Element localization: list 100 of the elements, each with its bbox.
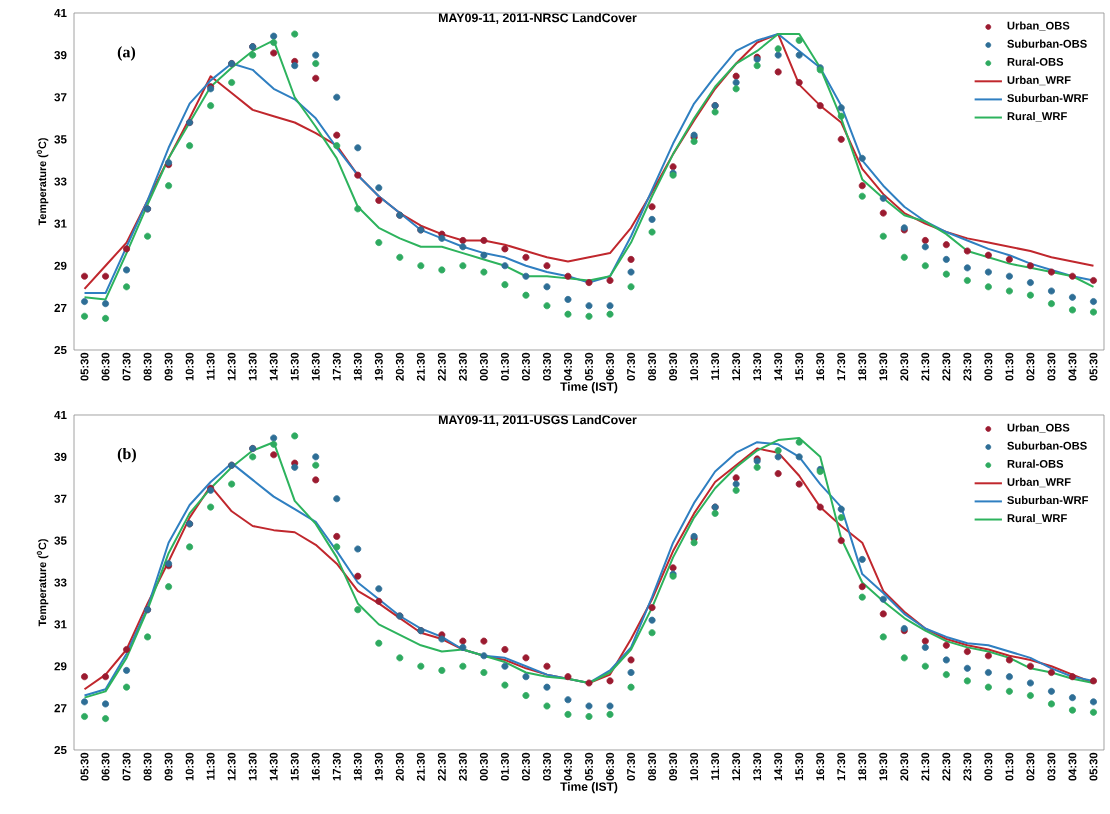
x-tick-label: 14:30 <box>269 352 278 381</box>
x-tick-label: 01:30 <box>500 752 509 781</box>
chart-title: MAY09-11, 2011-NRSC LandCover <box>438 13 637 25</box>
x-tick-label: 07:30 <box>122 352 131 381</box>
y-axis-title: Temperature ($^{0}$C) <box>36 539 49 627</box>
y-tick-label: 35 <box>54 135 67 144</box>
x-tick-label: 03:30 <box>542 352 551 381</box>
y-tick-label: 27 <box>54 303 67 312</box>
x-tick-label: 10:30 <box>185 352 194 381</box>
x-tick-label: 04:30 <box>564 352 572 381</box>
x-tick-label: 04:30 <box>1068 752 1077 781</box>
x-tick-label: 04:30 <box>1068 352 1077 381</box>
x-tick-label: 21:30 <box>921 752 930 781</box>
x-tick-label: 16:30 <box>816 352 825 381</box>
legend-label: Suburban-OBS <box>1007 441 1087 450</box>
x-tick-label: 17:30 <box>332 752 341 781</box>
x-tick-label: 06:30 <box>606 752 614 781</box>
y-axis-title: Temperature ($^{0}$C) <box>36 138 49 226</box>
x-tick-label: 17:30 <box>837 752 846 781</box>
x-tick-label: 08:30 <box>648 352 657 381</box>
x-tick-label: 09:30 <box>164 352 173 381</box>
legend-label: Suburban-WRF <box>1007 93 1089 103</box>
y-tick-label: 41 <box>54 8 67 17</box>
x-tick-label: 23:30 <box>963 352 972 381</box>
x-tick-label: 18:30 <box>353 352 362 381</box>
x-tick-label: 14:30 <box>774 752 783 781</box>
x-tick-label: 00:30 <box>984 352 993 381</box>
x-tick-label: 17:30 <box>837 352 846 381</box>
x-tick-label: 05:30 <box>80 352 89 381</box>
x-tick-label: 02:30 <box>1026 752 1035 781</box>
x-tick-label: 18:30 <box>858 752 867 781</box>
x-tick-label: 08:30 <box>143 752 152 781</box>
x-tick-label: 20:30 <box>900 752 909 781</box>
y-tick-label: 41 <box>54 410 67 419</box>
y-tick-label: 25 <box>54 745 67 755</box>
x-tick-label: 23:30 <box>458 352 467 381</box>
x-tick-label: 03:30 <box>542 752 551 781</box>
x-tick-label: 23:30 <box>458 752 467 781</box>
x-tick-label: 12:30 <box>227 352 236 381</box>
y-tick-label: 37 <box>54 494 67 503</box>
x-axis-title: Time (IST) <box>560 382 618 394</box>
x-tick-label: 15:30 <box>795 752 804 781</box>
x-tick-label: 01:30 <box>500 352 509 381</box>
x-tick-label: 22:30 <box>942 352 951 381</box>
x-tick-label: 09:30 <box>669 752 678 781</box>
y-tick-label: 37 <box>54 93 67 102</box>
x-tick-label: 22:30 <box>437 752 446 781</box>
x-tick-label: 20:30 <box>900 352 909 381</box>
x-tick-label: 21:30 <box>921 352 930 381</box>
x-tick-label: 00:30 <box>479 352 488 381</box>
x-axis-title: Time (IST) <box>560 782 618 794</box>
y-tick-label: 31 <box>54 620 67 629</box>
legend-label: Rural-OBS <box>1007 57 1064 66</box>
y-tick-label: 39 <box>54 452 67 461</box>
y-tick-label: 29 <box>54 662 67 671</box>
x-tick-label: 16:30 <box>311 352 320 381</box>
x-tick-label: 10:30 <box>185 752 194 781</box>
x-tick-label: 04:30 <box>564 752 572 781</box>
x-tick-label: 21:30 <box>416 752 425 781</box>
x-tick-label: 11:30 <box>206 752 215 780</box>
x-tick-label: 03:30 <box>1047 352 1056 381</box>
x-tick-label: 10:30 <box>690 752 699 781</box>
x-tick-label: 09:30 <box>164 752 173 781</box>
x-tick-label: 03:30 <box>1047 752 1056 781</box>
x-tick-label: 08:30 <box>648 752 657 781</box>
y-tick-label: 33 <box>54 177 67 186</box>
x-tick-label: 11:30 <box>206 352 215 380</box>
x-tick-label: 23:30 <box>963 752 972 781</box>
x-tick-label: 08:30 <box>143 352 152 381</box>
y-tick-label: 27 <box>54 704 67 713</box>
x-tick-label: 18:30 <box>858 352 867 381</box>
x-tick-label: 15:30 <box>795 352 804 381</box>
x-tick-label: 19:30 <box>879 352 888 381</box>
x-tick-label: 15:30 <box>290 752 299 781</box>
x-tick-label: 02:30 <box>1026 352 1035 381</box>
annotation: (a) <box>117 46 136 61</box>
legend-label: Suburban-OBS <box>1007 39 1087 48</box>
x-tick-label: 00:30 <box>479 752 488 781</box>
x-tick-label: 19:30 <box>879 752 888 781</box>
x-tick-label: 02:30 <box>521 752 530 781</box>
x-tick-label: 13:30 <box>248 352 257 381</box>
x-tick-label: 22:30 <box>437 352 446 381</box>
x-tick-label: 13:30 <box>753 752 762 781</box>
legend-label: Suburban-WRF <box>1007 495 1089 505</box>
x-tick-label: 14:30 <box>774 352 783 381</box>
legend-label: Urban_WRF <box>1007 75 1071 86</box>
legend-label: Urban_WRF <box>1007 477 1071 488</box>
x-tick-label: 16:30 <box>816 752 825 781</box>
x-tick-label: 06:30 <box>101 752 110 781</box>
x-tick-label: 13:30 <box>753 352 762 381</box>
x-tick-label: 12:30 <box>227 752 236 781</box>
x-tick-label: 19:30 <box>374 352 383 381</box>
x-tick-label: 09:30 <box>669 352 678 381</box>
x-tick-label: 05:30 <box>1089 352 1098 381</box>
x-tick-label: 05:30 <box>1089 752 1098 781</box>
y-tick-label: 39 <box>54 51 67 60</box>
x-tick-label: 05:30 <box>585 352 593 381</box>
x-tick-label: 05:30 <box>585 752 593 781</box>
x-tick-label: 10:30 <box>690 352 699 381</box>
legend-label: Rural_WRF <box>1007 111 1067 122</box>
